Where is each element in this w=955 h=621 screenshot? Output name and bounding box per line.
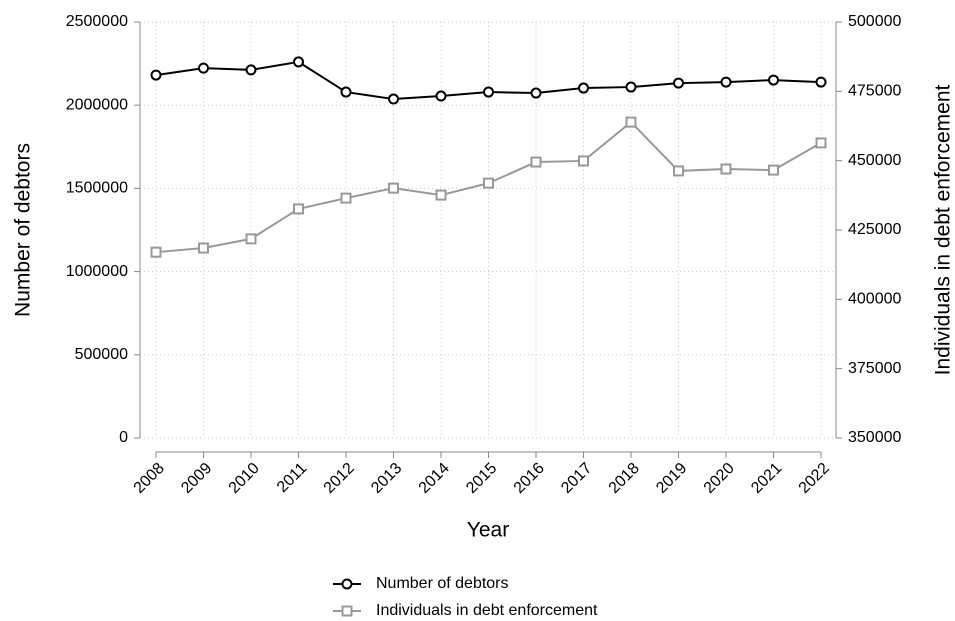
y-tick-label: 1500000 [66, 180, 128, 197]
x-tick-label: 2017 [558, 460, 595, 497]
data-point [673, 165, 684, 177]
y2-tick-label: 475000 [848, 83, 901, 100]
data-point [530, 156, 542, 168]
data-point [293, 56, 304, 68]
data-point [388, 182, 399, 194]
data-point [815, 137, 827, 149]
y-tick-label: 1000000 [66, 263, 128, 280]
data-point [245, 233, 257, 245]
data-point [768, 74, 779, 86]
data-point [150, 246, 162, 258]
data-point [815, 76, 827, 88]
data-point [245, 64, 257, 76]
x-tick-label: 2021 [748, 460, 785, 497]
legend-marker [341, 578, 353, 590]
x-tick-label: 2022 [796, 460, 833, 497]
y-tick-label: 0 [119, 429, 128, 446]
x-tick-label: 2020 [701, 460, 738, 497]
legend-label: Individuals in debt enforcement [376, 602, 598, 619]
data-point [530, 87, 542, 99]
data-point [578, 155, 589, 167]
data-point [198, 62, 209, 74]
data-point [150, 69, 162, 81]
data-point [340, 86, 352, 98]
y2-tick-label: 450000 [848, 152, 901, 169]
x-tick-label: 2008 [131, 460, 168, 497]
data-point [720, 76, 732, 88]
data-point [483, 86, 494, 98]
y2-tick-label: 425000 [848, 221, 901, 238]
y2-axis-title: Individuals in debt enforcement [932, 85, 955, 376]
data-point [625, 116, 637, 128]
y-tick-label: 500000 [75, 346, 128, 363]
x-tick-label: 2018 [606, 460, 643, 497]
data-point [625, 81, 637, 93]
data-point [340, 192, 352, 204]
data-point [720, 163, 732, 175]
y2-tick-label: 400000 [848, 291, 901, 308]
y2-tick-label: 375000 [848, 360, 901, 377]
data-point [388, 93, 399, 105]
data-point [483, 177, 494, 189]
y2-tick-label: 500000 [848, 13, 901, 30]
data-point [198, 242, 209, 254]
x-tick-label: 2012 [321, 460, 358, 497]
data-point [578, 82, 589, 94]
x-tick-label: 2019 [653, 460, 690, 497]
x-tick-label: 2010 [226, 460, 263, 497]
data-point [673, 77, 684, 89]
x-tick-label: 2014 [416, 460, 453, 497]
data-point [435, 90, 447, 102]
data-point [293, 203, 304, 215]
data-point [435, 189, 447, 201]
x-tick-label: 2015 [463, 460, 500, 497]
x-tick-label: 2016 [511, 460, 548, 497]
data-point [768, 164, 779, 176]
y-tick-label: 2000000 [66, 96, 128, 113]
x-axis-title: Year [467, 519, 509, 542]
x-tick-label: 2009 [178, 460, 215, 497]
legend-label: Number of debtors [376, 575, 509, 592]
x-tick-label: 2011 [274, 460, 310, 496]
x-tick-label: 2013 [368, 460, 405, 497]
legend-marker [341, 605, 353, 617]
y-axis-title: Number of debtors [12, 143, 35, 317]
y2-tick-label: 350000 [848, 429, 901, 446]
y-tick-label: 2500000 [66, 13, 128, 30]
